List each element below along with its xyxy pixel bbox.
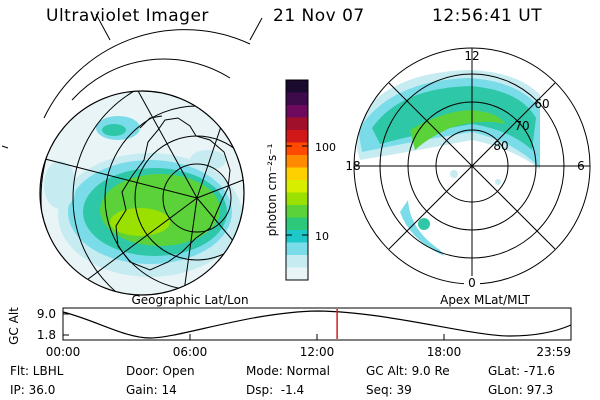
time-tick-18: 18:00: [427, 345, 462, 359]
colorbar-tick-10: 10: [315, 230, 329, 243]
time-tick-00: 00:00: [46, 345, 81, 359]
colorbar-tick-100: 100: [315, 141, 336, 154]
altitude-curve: [62, 310, 572, 339]
alt-tick-9: 9.0: [37, 307, 56, 321]
time-label: 12:56:41 UT: [432, 6, 543, 26]
colorbar-cell: [286, 267, 308, 281]
mlt-label-0: 0: [468, 276, 476, 290]
gain-info: Gain: 14: [126, 383, 177, 397]
colorbar-cell: [286, 155, 308, 168]
colorbar-cell: [286, 205, 308, 218]
glon-info: GLon: 97.3: [488, 383, 554, 397]
geographic-emission-image: [40, 91, 244, 295]
colorbar-cell: [286, 230, 308, 243]
seq-info: Seq: 39: [366, 383, 412, 397]
mlat-label-60: 60: [534, 97, 549, 111]
colorbar-cell: [286, 92, 308, 106]
colorbar-cell: [286, 142, 308, 156]
colorbar-gradient: [286, 80, 308, 281]
mlat-label-70: 70: [514, 119, 529, 133]
colorbar-cell: [286, 105, 308, 118]
date-label: 21 Nov 07: [273, 6, 365, 26]
mlt-label-6: 6: [577, 159, 585, 173]
door-info: Door: Open: [126, 364, 195, 378]
mode-info: Mode: Normal: [246, 364, 330, 378]
magnetic-image-panel: 12 18 6 0 60 70 80: [345, 47, 591, 290]
colorbar-cell: [286, 255, 308, 268]
colorbar-cell: [286, 117, 308, 131]
colorbar-unit-label: photon cm⁻²s⁻¹: [265, 143, 279, 236]
alt-axis-label: GC Alt: [7, 307, 21, 345]
mlt-label-12: 12: [464, 49, 479, 63]
altitude-plot: 9.0 1.8 GC Alt 00:00 06:00 12:00 18:00 2…: [7, 307, 572, 359]
colorbar-cell: [286, 180, 308, 193]
colorbar: 100 10 photon cm⁻²s⁻¹: [265, 79, 336, 281]
alt-tick-1-8: 1.8: [37, 328, 56, 342]
mlat-label-80: 80: [493, 139, 508, 153]
colorbar-cell: [286, 217, 308, 231]
colorbar-cell: [286, 80, 308, 93]
time-tick-2359: 23:59: [536, 345, 571, 359]
dsp-info: Dsp: -1.4: [246, 383, 305, 397]
geographic-panel-label: Geographic Lat/Lon: [131, 293, 248, 307]
geographic-image-panel: [1, 13, 263, 296]
ip-info: IP: 36.0: [10, 383, 56, 397]
time-tick-06: 06:00: [173, 345, 208, 359]
mlt-label-18: 18: [345, 159, 360, 173]
magnetic-panel-label: Apex MLat/MLT: [440, 293, 530, 307]
colorbar-cell: [286, 167, 308, 181]
colorbar-cell: [286, 192, 308, 206]
glat-info: GLat: -71.6: [488, 364, 555, 378]
colorbar-cell: [286, 130, 308, 143]
filter-info: Flt: LBHL: [10, 364, 64, 378]
instrument-title: Ultraviolet Imager: [46, 6, 209, 26]
time-tick-12: 12:00: [300, 345, 335, 359]
colorbar-cell: [286, 242, 308, 256]
gc-alt-info: GC Alt: 9.0 Re: [366, 364, 450, 378]
